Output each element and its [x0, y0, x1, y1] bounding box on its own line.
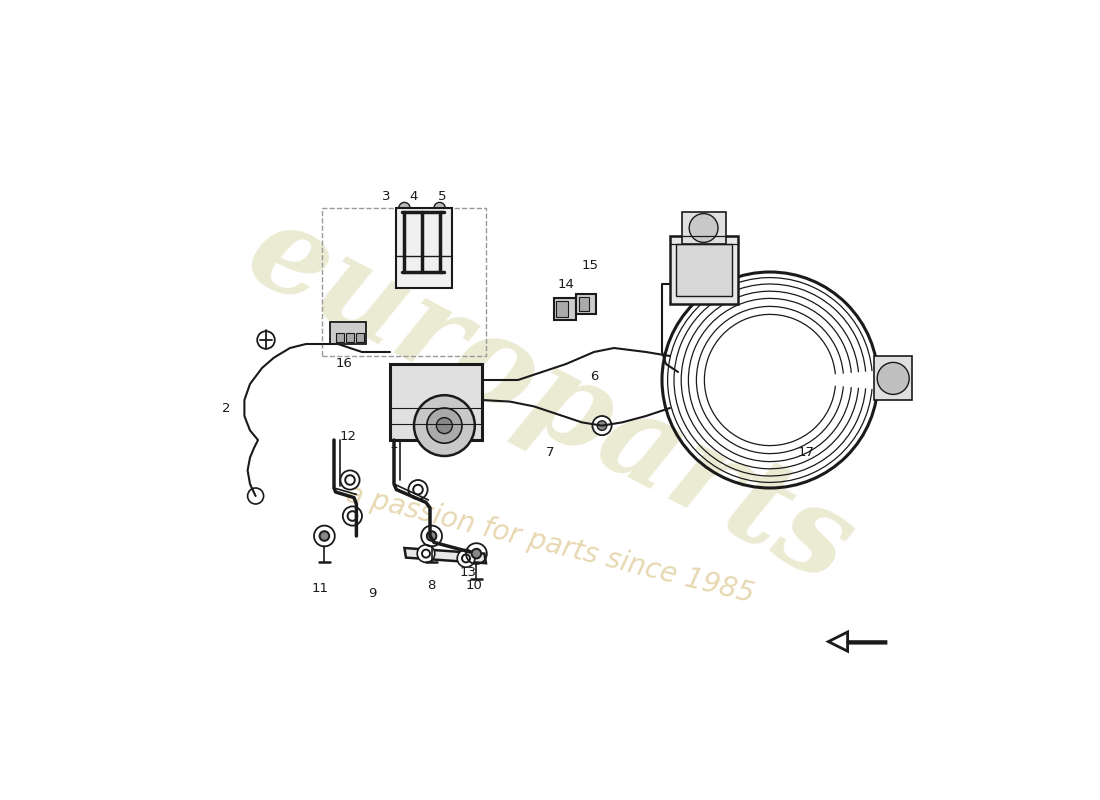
- Bar: [336, 333, 343, 342]
- Circle shape: [399, 202, 410, 214]
- Bar: [330, 322, 366, 344]
- Text: 13: 13: [460, 566, 477, 578]
- Circle shape: [427, 408, 462, 443]
- Circle shape: [437, 418, 452, 434]
- Text: 14: 14: [558, 278, 574, 290]
- Bar: [874, 356, 912, 400]
- Bar: [322, 208, 486, 356]
- Text: 17: 17: [798, 446, 814, 458]
- Polygon shape: [405, 548, 486, 563]
- Text: a passion for parts since 1985: a passion for parts since 1985: [343, 480, 757, 608]
- Text: 2: 2: [222, 402, 230, 414]
- Text: 12: 12: [340, 430, 356, 442]
- Text: 7: 7: [546, 446, 554, 458]
- Text: 8: 8: [428, 579, 436, 592]
- Bar: [356, 333, 364, 342]
- Circle shape: [427, 531, 437, 541]
- Circle shape: [343, 506, 362, 526]
- Circle shape: [417, 545, 434, 562]
- Bar: [670, 236, 738, 304]
- Bar: [676, 244, 733, 296]
- Bar: [390, 364, 482, 440]
- Text: 6: 6: [590, 370, 598, 382]
- Circle shape: [434, 202, 446, 214]
- Text: 5: 5: [438, 190, 447, 202]
- Circle shape: [257, 331, 275, 349]
- Circle shape: [690, 214, 718, 242]
- Circle shape: [248, 488, 264, 504]
- Bar: [396, 208, 452, 288]
- Text: 3: 3: [382, 190, 390, 202]
- Circle shape: [458, 550, 475, 567]
- Circle shape: [414, 395, 475, 456]
- Bar: [557, 301, 569, 317]
- Bar: [346, 333, 354, 342]
- Text: 10: 10: [465, 579, 483, 592]
- Circle shape: [877, 362, 910, 394]
- Bar: [682, 212, 726, 244]
- Polygon shape: [828, 632, 886, 651]
- Bar: [579, 297, 590, 311]
- Circle shape: [472, 549, 481, 558]
- Text: europarts: europarts: [228, 191, 872, 609]
- Text: 16: 16: [336, 358, 352, 370]
- Text: 11: 11: [311, 582, 328, 594]
- Text: 15: 15: [582, 259, 598, 272]
- Circle shape: [340, 470, 360, 490]
- Text: 1: 1: [389, 438, 398, 450]
- Circle shape: [593, 416, 612, 435]
- Circle shape: [408, 480, 428, 499]
- Text: 9: 9: [368, 587, 376, 600]
- Bar: [576, 294, 596, 314]
- Circle shape: [597, 421, 607, 430]
- Bar: [554, 298, 576, 320]
- Circle shape: [320, 531, 329, 541]
- Text: 4: 4: [410, 190, 418, 202]
